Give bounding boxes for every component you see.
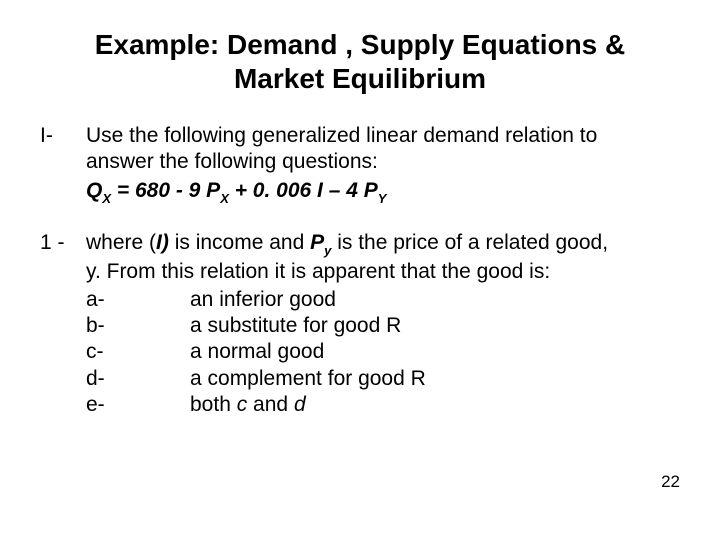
q1-Py-P: P — [310, 231, 324, 254]
question-row: 1 - where (I) is income and Py is the pr… — [40, 230, 680, 418]
eq-Q: Q — [86, 179, 102, 202]
intro-row: I- Use the following generalized linear … — [40, 123, 680, 206]
option-b-val: a substitute for good R — [190, 313, 680, 339]
page-number: 22 — [661, 472, 680, 492]
option-b-key: b- — [86, 313, 190, 339]
eq-mid1: = 680 - 9 P — [111, 179, 220, 202]
option-e: e- both c and d — [86, 392, 680, 418]
eq-sub-x2: X — [220, 191, 229, 206]
options-list: a- an inferior good b- a substitute for … — [86, 287, 680, 418]
question-line-2: y. From this relation it is apparent tha… — [86, 259, 680, 285]
q1-I: I) — [156, 231, 169, 254]
title-line-2: Market Equilibrium — [234, 63, 486, 94]
option-a-key: a- — [86, 287, 190, 313]
option-c: c- a normal good — [86, 339, 680, 365]
option-d-val: a complement for good R — [190, 366, 680, 392]
slide: Example: Demand , Supply Equations & Mar… — [0, 0, 720, 540]
option-a: a- an inferior good — [86, 287, 680, 313]
question-marker: 1 - — [40, 230, 86, 256]
option-a-val: an inferior good — [190, 287, 680, 313]
title-line-1: Example: Demand , Supply Equations & — [95, 29, 626, 60]
question-body: where (I) is income and Py is the price … — [86, 230, 680, 418]
option-b: b- a substitute for good R — [86, 313, 680, 339]
eq-sub-y: Y — [378, 191, 387, 206]
opt-e-mid: and — [247, 393, 294, 416]
eq-sub-x1: X — [102, 191, 111, 206]
slide-title: Example: Demand , Supply Equations & Mar… — [70, 28, 650, 95]
question-line-1: where (I) is income and Py is the price … — [86, 230, 680, 258]
q1-a: where ( — [86, 231, 156, 254]
option-e-val: both c and d — [190, 392, 680, 418]
option-c-key: c- — [86, 339, 190, 365]
section-intro: I- Use the following generalized linear … — [40, 123, 680, 206]
opt-e-d: d — [294, 393, 306, 416]
intro-body: Use the following generalized linear dem… — [86, 123, 680, 206]
intro-text-2: answer the following questions: — [86, 149, 680, 175]
option-d: d- a complement for good R — [86, 366, 680, 392]
q1-Py-y: y — [324, 243, 331, 258]
option-d-key: d- — [86, 366, 190, 392]
intro-text-1: Use the following generalized linear dem… — [86, 123, 680, 149]
q1-c: is the price of a related good, — [331, 231, 608, 254]
option-c-val: a normal good — [190, 339, 680, 365]
equation-line: QX = 680 - 9 PX + 0. 006 I – 4 PY — [86, 178, 680, 206]
eq-mid2: + 0. 006 I – 4 P — [229, 179, 378, 202]
opt-e-pre: both — [190, 393, 237, 416]
intro-marker: I- — [40, 123, 86, 149]
opt-e-c: c — [237, 393, 248, 416]
section-question: 1 - where (I) is income and Py is the pr… — [40, 230, 680, 418]
q1-b: is income and — [169, 231, 310, 254]
option-e-key: e- — [86, 392, 190, 418]
